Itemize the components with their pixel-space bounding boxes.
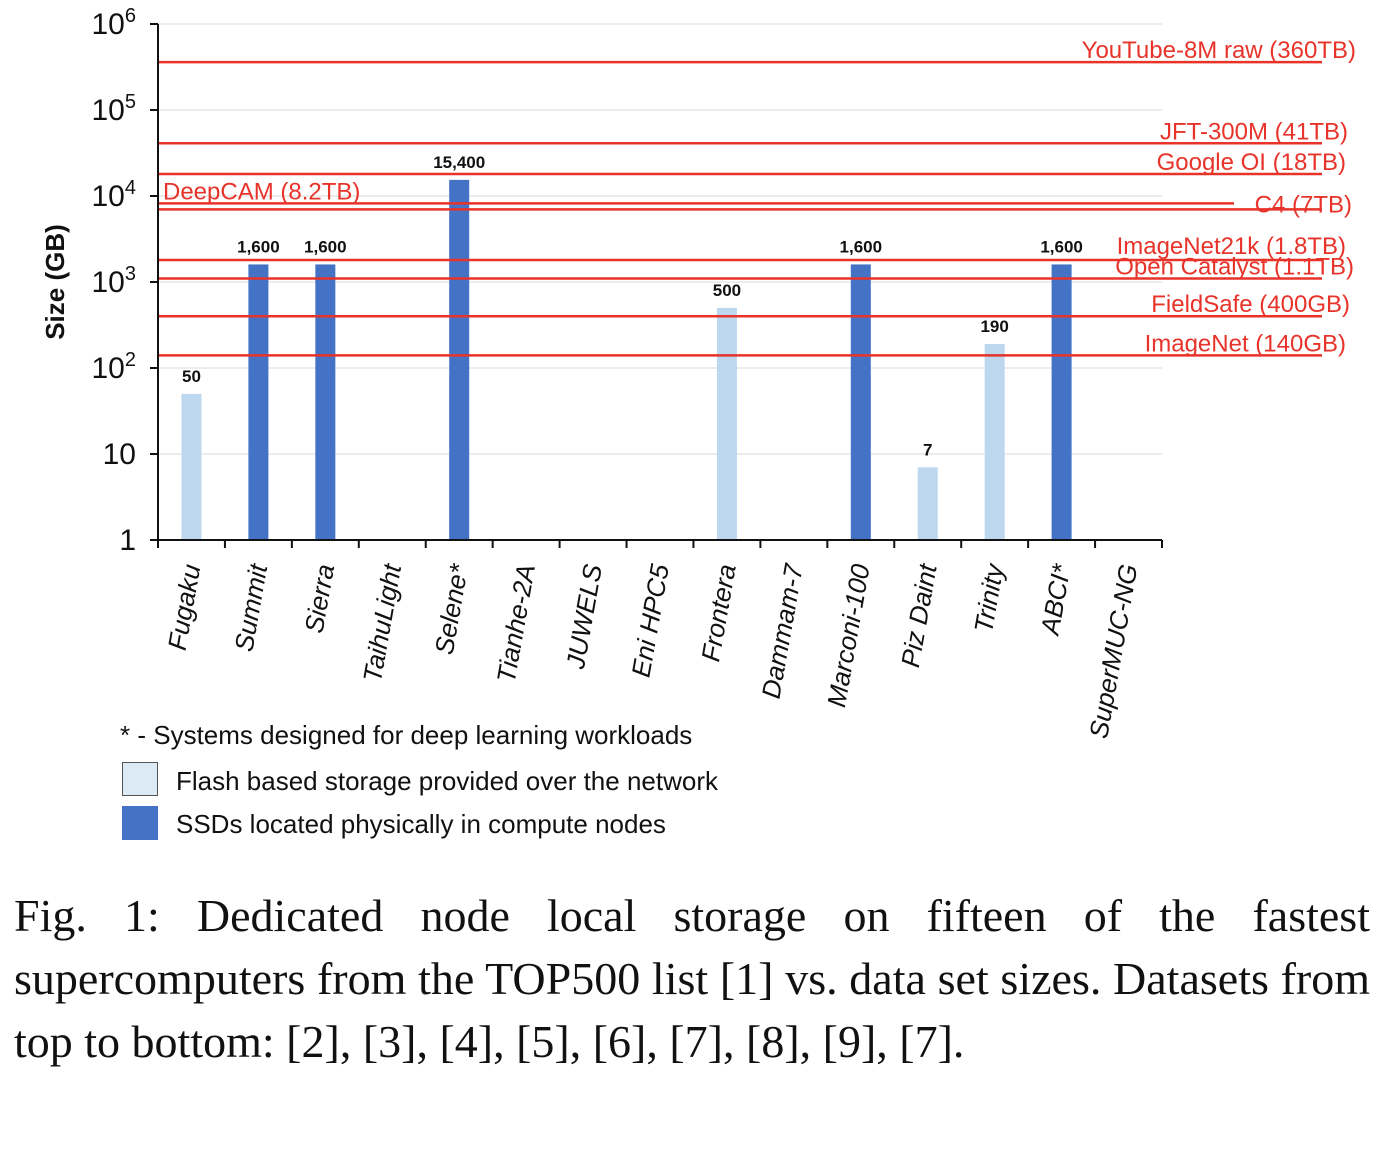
data-label: 50 bbox=[182, 367, 201, 386]
bar-fugaku bbox=[181, 393, 202, 540]
ref-label-c4-7tb-: C4 (7TB) bbox=[1255, 191, 1352, 218]
x-label-marconi-100: Marconi-100 bbox=[821, 561, 876, 709]
data-label: 500 bbox=[713, 281, 741, 300]
y-tick-label: 106 bbox=[92, 5, 137, 41]
ref-label-google-oi-18tb-: Google OI (18TB) bbox=[1157, 149, 1346, 176]
data-label: 1,600 bbox=[1040, 237, 1083, 256]
bar-marconi-100 bbox=[850, 264, 871, 540]
data-labels: 50 1,600 1,600 15,400 500 1,600 7 190 1,600 bbox=[182, 153, 1083, 459]
y-tick-label: 102 bbox=[92, 349, 137, 385]
data-label: 1,600 bbox=[304, 237, 347, 256]
x-label-supermuc-ng: SuperMUC-NG bbox=[1083, 562, 1143, 741]
ref-label-open-catalyst-1-1tb-: Open Catalyst (1.1TB) bbox=[1115, 253, 1354, 280]
legend-label-ssd: SSDs located physically in compute nodes bbox=[176, 809, 666, 839]
y-tick-label: 103 bbox=[92, 263, 137, 299]
x-label-fugaku: Fugaku bbox=[162, 562, 207, 653]
y-tick-label: 1 bbox=[119, 524, 136, 557]
bar-piz-daint bbox=[917, 467, 938, 540]
ref-label-imagenet21k-1-8tb-: ImageNet21k (1.8TB) bbox=[1117, 233, 1346, 260]
x-label-juwels: JUWELS bbox=[560, 561, 608, 672]
ref-label-imagenet-140gb-: ImageNet (140GB) bbox=[1145, 330, 1346, 357]
y-tick-label: 105 bbox=[92, 91, 137, 127]
figure-caption: Fig. 1: Dedicated node local storage on … bbox=[14, 890, 1370, 1067]
data-label: 190 bbox=[980, 317, 1008, 336]
ref-label-jft-300m-41tb-: JFT-300M (41TB) bbox=[1160, 118, 1348, 145]
x-label-trinity: Trinity bbox=[968, 560, 1010, 635]
x-label-eni-hpc5: Eni HPC5 bbox=[626, 561, 675, 679]
y-tick-label: 104 bbox=[92, 177, 137, 213]
x-label-taihulight: TaihuLight bbox=[357, 560, 408, 684]
ref-label-fieldsafe-400gb-: FieldSafe (400GB) bbox=[1151, 291, 1350, 318]
x-label-frontera: Frontera bbox=[695, 562, 742, 664]
data-label: 7 bbox=[923, 440, 932, 459]
legend-swatch-flash bbox=[122, 762, 158, 796]
storage-chart: YouTube-8M raw (360TB) JFT-300M (41TB) Goo… bbox=[40, 5, 1356, 741]
x-label-dammam-7: Dammam-7 bbox=[756, 560, 809, 700]
x-label-summit: Summit bbox=[228, 560, 273, 654]
bar-frontera bbox=[716, 307, 737, 540]
legend-swatch-ssd bbox=[122, 806, 158, 840]
x-label-tianhe-2a: Tianhe-2A bbox=[491, 562, 541, 685]
bar-abci- bbox=[1051, 264, 1072, 540]
bar-trinity bbox=[984, 344, 1005, 540]
x-label-sierra: Sierra bbox=[299, 562, 341, 636]
x-label-piz-daint: Piz Daint bbox=[895, 560, 943, 669]
y-axis-label: Size (GB) bbox=[40, 224, 70, 340]
bar-summit bbox=[248, 264, 269, 540]
reference-lines: YouTube-8M raw (360TB) JFT-300M (41TB) Goo… bbox=[158, 37, 1356, 357]
data-label: 15,400 bbox=[433, 153, 485, 172]
data-label: 1,600 bbox=[237, 237, 280, 256]
x-tick-labels: Fugaku Summit Sierra TaihuLight Selene* Tianh… bbox=[162, 560, 1144, 741]
legend-note: * - Systems designed for deep learning w… bbox=[120, 720, 693, 750]
data-label: 1,600 bbox=[840, 237, 883, 256]
bars bbox=[181, 179, 1072, 540]
y-tick-labels: 1 10 102 103 104 105 106 bbox=[92, 5, 137, 557]
x-label-abci-: ABCI* bbox=[1034, 561, 1076, 639]
ref-label-deepcam-8-2tb-: DeepCAM (8.2TB) bbox=[163, 178, 360, 205]
ref-label-youtube-8m-raw-360tb-: YouTube-8M raw (360TB) bbox=[1082, 37, 1356, 64]
y-tick-label: 10 bbox=[103, 438, 136, 471]
bar-sierra bbox=[315, 264, 336, 540]
legend-label-flash: Flash based storage provided over the ne… bbox=[176, 766, 718, 796]
axes bbox=[150, 23, 1163, 548]
bar-selene- bbox=[449, 179, 470, 540]
x-label-selene-: Selene* bbox=[429, 561, 475, 657]
